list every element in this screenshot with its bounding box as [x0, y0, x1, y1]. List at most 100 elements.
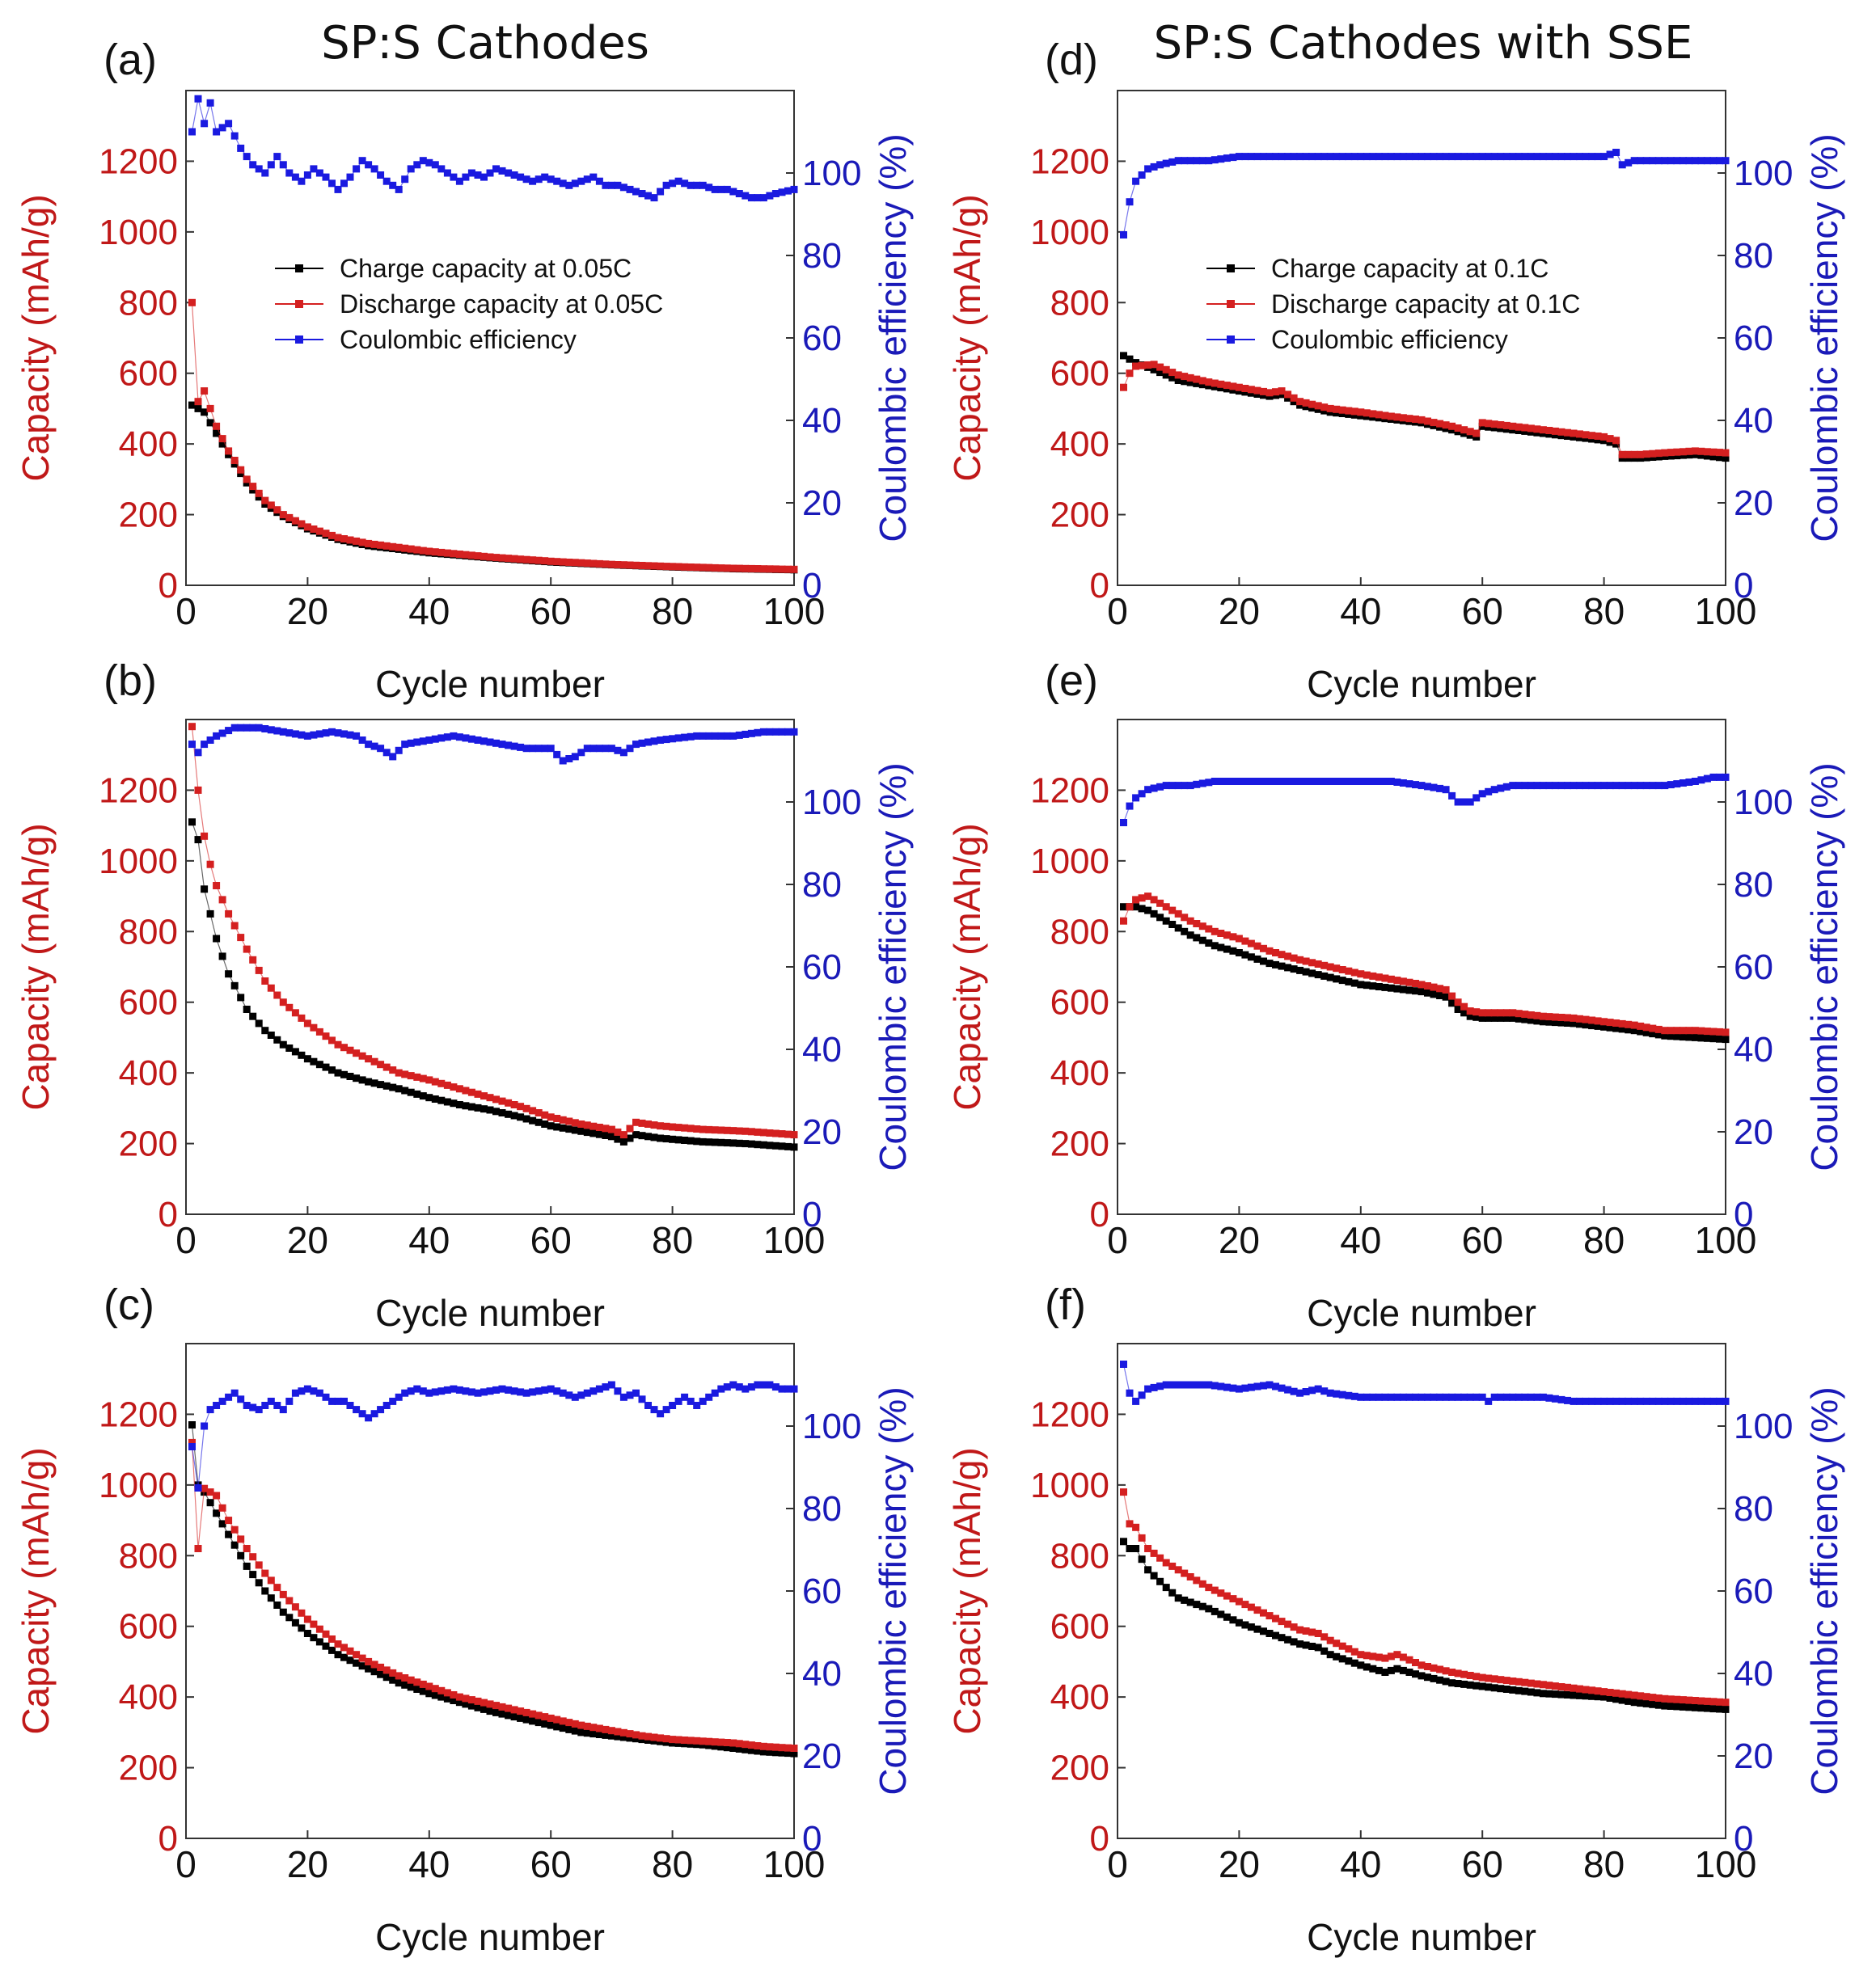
data-point-coulombic-efficiency — [1381, 153, 1389, 161]
data-point-charge — [553, 1723, 561, 1731]
data-point-discharge — [1120, 917, 1127, 925]
data-point-coulombic-efficiency — [650, 1406, 658, 1414]
data-point-charge — [614, 1732, 622, 1741]
data-point-coulombic-efficiency — [510, 171, 518, 179]
data-point-coulombic-efficiency — [747, 1383, 755, 1391]
data-point-charge — [1284, 964, 1292, 972]
data-point-discharge — [595, 559, 603, 568]
data-point-coulombic-efficiency — [1637, 782, 1645, 790]
data-point-coulombic-efficiency — [413, 738, 421, 746]
data-point-charge — [1235, 1618, 1243, 1627]
data-point-coulombic-efficiency — [1485, 787, 1493, 795]
data-point-coulombic-efficiency — [1521, 782, 1529, 790]
data-point-discharge — [1685, 447, 1693, 455]
data-point-discharge — [1485, 420, 1493, 428]
data-point-charge — [1618, 1025, 1626, 1033]
data-point-charge — [1193, 1601, 1201, 1609]
data-point-discharge — [742, 1741, 750, 1749]
data-point-discharge — [201, 832, 209, 840]
data-point-discharge — [771, 1743, 780, 1751]
data-point-coulombic-efficiency — [662, 181, 670, 189]
data-point-charge — [1302, 968, 1310, 976]
data-point-discharge — [1235, 935, 1243, 943]
data-point-discharge — [638, 1119, 646, 1127]
x-tick-label: 60 — [530, 1219, 572, 1261]
data-point-coulombic-efficiency — [1691, 778, 1699, 785]
data-point-charge — [425, 1094, 433, 1102]
data-point-discharge — [1193, 1576, 1201, 1585]
data-point-coulombic-efficiency — [1338, 778, 1346, 785]
data-point-discharge — [1393, 977, 1401, 985]
data-point-discharge — [1418, 1661, 1426, 1669]
data-point-discharge — [1320, 961, 1329, 969]
data-point-charge — [1582, 1692, 1590, 1700]
data-point-coulombic-efficiency — [771, 1383, 780, 1391]
data-point-coulombic-efficiency — [1539, 1393, 1547, 1401]
y2-tick-label: 80 — [1734, 1489, 1773, 1529]
data-point-discharge — [510, 1706, 518, 1714]
data-point-coulombic-efficiency — [602, 1383, 610, 1391]
data-point-coulombic-efficiency — [1436, 784, 1444, 792]
data-point-charge — [1576, 1020, 1583, 1028]
data-point-coulombic-efficiency — [1162, 782, 1170, 790]
data-point-charge — [1642, 1699, 1650, 1707]
data-point-discharge — [1685, 1696, 1693, 1704]
y2-axis-label: Coulombic efficiency (%) — [1803, 1386, 1845, 1795]
data-point-charge — [1284, 1635, 1292, 1644]
data-point-discharge — [443, 1081, 451, 1089]
data-point-discharge — [1606, 1019, 1614, 1027]
x-tick-label: 60 — [1462, 1843, 1503, 1885]
data-point-charge — [358, 1076, 366, 1084]
data-point-charge — [1630, 1699, 1638, 1707]
data-point-charge — [577, 1127, 585, 1135]
data-point-coulombic-efficiency — [1162, 1381, 1170, 1389]
data-point-charge — [1260, 1627, 1267, 1635]
y-axis-label: Capacity (mAh/g) — [15, 1447, 57, 1734]
data-point-coulombic-efficiency — [1375, 153, 1383, 161]
data-point-discharge — [1424, 417, 1431, 425]
data-point-discharge — [1502, 1677, 1511, 1685]
data-point-charge — [1649, 1030, 1657, 1038]
data-point-coulombic-efficiency — [1363, 1393, 1371, 1401]
data-point-discharge — [1247, 386, 1255, 394]
data-point-charge — [1448, 999, 1456, 1007]
data-point-discharge — [1120, 1488, 1127, 1496]
y-tick-label: 1000 — [1030, 213, 1109, 252]
data-point-charge — [1181, 927, 1189, 935]
data-point-charge — [583, 1129, 591, 1137]
y2-tick-label: 60 — [802, 1572, 842, 1611]
data-point-discharge — [370, 540, 378, 548]
data-point-discharge — [1350, 1648, 1358, 1656]
data-point-coulombic-efficiency — [401, 175, 409, 184]
data-point-discharge — [334, 1640, 342, 1648]
data-point-charge — [759, 1141, 767, 1149]
data-point-coulombic-efficiency — [1490, 153, 1498, 161]
data-point-charge — [505, 1110, 513, 1118]
data-point-coulombic-efficiency — [255, 1406, 263, 1414]
data-point-coulombic-efficiency — [1497, 784, 1505, 792]
data-point-coulombic-efficiency — [382, 177, 391, 185]
data-point-discharge — [1350, 969, 1358, 977]
data-point-discharge — [455, 1085, 463, 1093]
data-point-coulombic-efficiency — [1290, 1387, 1298, 1395]
data-point-discharge — [1326, 963, 1334, 971]
data-point-coulombic-efficiency — [1375, 778, 1383, 785]
data-point-coulombic-efficiency — [467, 169, 475, 177]
data-point-discharge — [310, 1620, 318, 1628]
data-point-charge — [681, 1137, 689, 1144]
data-point-coulombic-efficiency — [614, 1387, 622, 1395]
data-point-charge — [1223, 945, 1231, 953]
data-point-discharge — [273, 506, 281, 514]
data-point-coulombic-efficiency — [778, 728, 786, 736]
data-point-coulombic-efficiency — [1247, 153, 1255, 161]
data-point-coulombic-efficiency — [723, 1383, 731, 1391]
data-point-coulombic-efficiency — [577, 1391, 585, 1399]
data-point-coulombic-efficiency — [467, 1388, 475, 1396]
data-point-discharge — [1515, 423, 1523, 431]
data-point-discharge — [662, 1735, 670, 1743]
data-point-coulombic-efficiency — [395, 1393, 403, 1401]
data-point-charge — [1570, 1691, 1578, 1699]
data-point-charge — [486, 1106, 494, 1114]
data-point-charge — [1174, 924, 1182, 932]
data-point-coulombic-efficiency — [1138, 1391, 1146, 1399]
